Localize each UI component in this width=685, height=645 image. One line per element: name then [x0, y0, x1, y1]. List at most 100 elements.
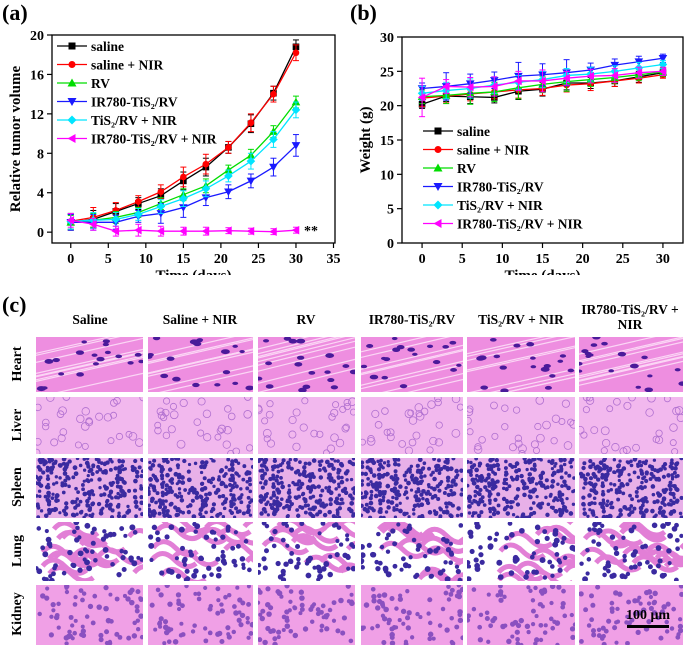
- nucleus: [183, 488, 188, 492]
- nucleus: [299, 423, 308, 432]
- fiber-gap: [361, 364, 463, 390]
- nucleus: [531, 501, 536, 505]
- nucleus: [328, 502, 333, 507]
- nucleus: [376, 467, 382, 472]
- nucleus: [592, 474, 598, 479]
- nucleus: [159, 570, 165, 576]
- nucleus: [292, 632, 299, 639]
- nucleus: [644, 590, 650, 596]
- nucleus: [248, 482, 252, 487]
- tissue-background: [258, 585, 355, 645]
- nucleus: [503, 466, 508, 471]
- legend-item: saline: [57, 39, 124, 54]
- nucleus: [643, 508, 649, 514]
- alveolar-wall: [595, 528, 644, 547]
- nucleus: [591, 527, 596, 532]
- nucleus: [167, 601, 173, 607]
- nucleus: [530, 598, 536, 603]
- histology-image-spleen: [361, 458, 463, 518]
- nucleus: [501, 496, 507, 502]
- nucleus: [246, 635, 251, 640]
- fiber-gap: [148, 338, 253, 365]
- nucleus: [259, 511, 264, 516]
- histology-image-spleen: [258, 458, 355, 518]
- nucleus: [161, 408, 170, 417]
- nucleus: [246, 509, 251, 515]
- nucleus: [325, 612, 330, 618]
- nucleus: [426, 489, 430, 494]
- nucleus: [670, 491, 676, 497]
- nucleus: [200, 498, 205, 503]
- nucleus: [512, 406, 521, 414]
- histology-image-lung: [467, 522, 575, 581]
- nucleus: [274, 478, 279, 483]
- nucleus: [327, 472, 332, 478]
- nucleus: [366, 437, 376, 446]
- nucleus: [371, 473, 377, 478]
- nucleus: [583, 607, 589, 613]
- nucleus: [157, 511, 162, 516]
- alveolar-wall: [60, 529, 108, 548]
- nucleus: [114, 476, 119, 481]
- nucleus: [50, 458, 55, 463]
- nucleus: [651, 492, 656, 497]
- nucleus: [184, 568, 190, 574]
- nucleus: [176, 600, 182, 607]
- legend-marker: [434, 127, 442, 135]
- nucleus: [609, 600, 615, 606]
- nucleus: [486, 472, 491, 477]
- nucleus: [36, 506, 41, 510]
- nucleus: [211, 458, 215, 463]
- fiber-gap: [57, 372, 143, 392]
- nucleus: [58, 463, 63, 468]
- nucleus: [246, 601, 252, 607]
- nucleus: [42, 551, 49, 558]
- nucleus: [404, 470, 409, 475]
- nucleus: [111, 480, 116, 485]
- nucleus: [327, 571, 333, 578]
- nucleus: [585, 472, 591, 477]
- data-point: [441, 82, 450, 91]
- nucleus: [228, 509, 232, 513]
- nucleus: [170, 458, 174, 462]
- nucleus: [563, 441, 573, 450]
- nucleus: [652, 435, 660, 443]
- nucleus: [46, 485, 51, 490]
- nucleus: [279, 475, 283, 480]
- nucleus: [246, 505, 250, 510]
- nucleus: [270, 475, 276, 481]
- nucleus: [86, 473, 90, 478]
- data-point: [269, 135, 278, 144]
- nucleus: [371, 593, 377, 600]
- nucleus: [231, 496, 236, 501]
- nucleus: [412, 352, 418, 356]
- nucleus: [627, 512, 632, 517]
- nucleus: [619, 481, 625, 487]
- nucleus: [217, 475, 221, 479]
- nucleus: [514, 461, 520, 466]
- nucleus: [604, 473, 609, 479]
- nucleus: [394, 480, 399, 486]
- nucleus: [501, 423, 509, 431]
- nucleus: [488, 510, 492, 514]
- nucleus: [618, 508, 623, 513]
- nucleus: [242, 464, 247, 469]
- data-point: [224, 226, 232, 235]
- nucleus: [592, 337, 601, 340]
- nucleus: [276, 629, 282, 635]
- nucleus: [385, 483, 391, 489]
- nucleus: [623, 401, 632, 410]
- nucleus: [477, 355, 487, 361]
- nucleus: [523, 459, 528, 465]
- nucleus: [275, 589, 281, 595]
- nucleus: [650, 484, 656, 489]
- nucleus: [162, 459, 166, 463]
- nucleus: [459, 468, 463, 473]
- nucleus: [501, 486, 506, 491]
- nucleus: [174, 556, 179, 561]
- nucleus: [164, 487, 168, 491]
- nucleus: [542, 420, 551, 430]
- nucleus: [502, 594, 507, 600]
- nucleus: [72, 630, 77, 636]
- tissue-background: [148, 397, 253, 454]
